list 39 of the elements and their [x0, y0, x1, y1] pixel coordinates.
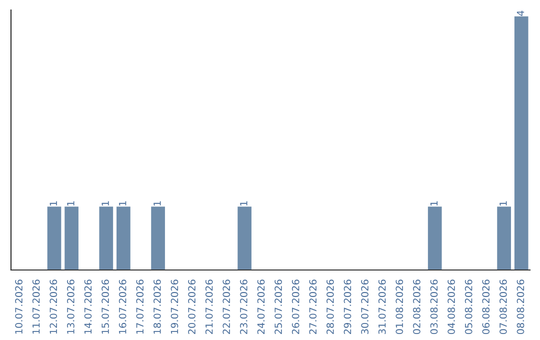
- x-tick-label: 27.07.2026: [309, 280, 317, 334]
- data-label: 1: [50, 201, 57, 206]
- data-label: 1: [102, 201, 109, 206]
- data-label: 1: [119, 201, 126, 206]
- x-tick-label: 21.07.2026: [205, 280, 213, 334]
- x-tick-label: 10.07.2026: [15, 280, 22, 334]
- x-tick-label: 22.07.2026: [222, 280, 230, 334]
- x-tick-label: 23.07.2026: [240, 280, 248, 334]
- x-tick-label: 17.07.2026: [136, 280, 144, 334]
- x-tick-label: 11.07.2026: [32, 280, 40, 334]
- x-tick-label: 04.08.2026: [448, 280, 455, 334]
- data-label: 1: [154, 201, 161, 206]
- x-tick-label: 06.08.2026: [482, 280, 490, 334]
- x-tick-label: 19.07.2026: [170, 280, 178, 334]
- x-tick-label: 28.07.2026: [326, 280, 334, 334]
- x-tick-label: 13.07.2026: [67, 280, 74, 334]
- x-tick-label: 31.07.2026: [378, 280, 386, 334]
- x-tick-label: 12.07.2026: [50, 280, 58, 334]
- data-label: 1: [430, 201, 438, 206]
- x-tick-label: 15.07.2026: [102, 280, 109, 334]
- x-tick-label: 18.07.2026: [154, 280, 161, 334]
- x-tick-label: 01.08.2026: [396, 280, 404, 334]
- x-tick-label: 08.08.2026: [516, 280, 524, 334]
- x-tick-label: 05.08.2026: [464, 280, 472, 334]
- x-tick-label: 20.07.2026: [188, 280, 196, 334]
- x-tick-label: 24.07.2026: [257, 280, 265, 334]
- x-tick-label: 26.07.2026: [292, 280, 300, 334]
- data-label: 1: [67, 201, 74, 206]
- data-label: 1: [500, 201, 507, 206]
- x-tick-label: 29.07.2026: [344, 280, 352, 334]
- x-tick-label: 14.07.2026: [84, 280, 92, 334]
- x-tick-label: 02.08.2026: [413, 280, 420, 334]
- x-tick-label: 03.08.2026: [430, 280, 438, 334]
- x-tick-label: 07.08.2026: [500, 280, 507, 334]
- x-tick-label: 30.07.2026: [361, 280, 368, 334]
- data-label: 4: [516, 10, 524, 16]
- data-label: 1: [240, 201, 248, 206]
- x-tick-label: 25.07.2026: [274, 280, 282, 334]
- x-tick-label: 16.07.2026: [118, 280, 126, 334]
